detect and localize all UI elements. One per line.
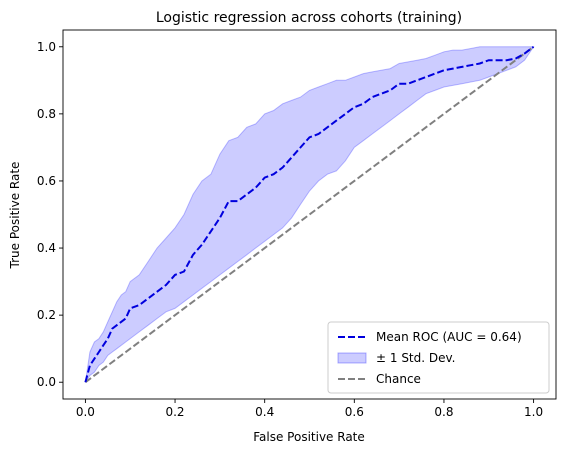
y-tick-label: 0.6 (37, 174, 56, 188)
legend-label: Mean ROC (AUC = 0.64) (376, 330, 522, 344)
legend-box (327, 321, 550, 394)
y-tick-label: 0.2 (37, 308, 56, 322)
legend-label: ± 1 Std. Dev. (376, 351, 456, 365)
y-tick-label: 1.0 (37, 40, 56, 54)
axes-frame (62, 29, 557, 400)
legend-swatch-band (337, 352, 367, 364)
legend: Mean ROC (AUC = 0.64) ± 1 Std. Dev. Chance (327, 321, 550, 394)
chance-line (84, 45, 535, 384)
mean-roc-line (84, 45, 535, 383)
y-tick-label: 0.4 (37, 241, 56, 255)
y-tick-label: 0.0 (37, 375, 56, 389)
x-tick-label: 0.2 (165, 405, 184, 419)
x-tick-label: 0.0 (76, 405, 95, 419)
x-axis-title: False Positive Rate (253, 430, 365, 444)
x-tick-label: 1.0 (524, 405, 543, 419)
chart-title: Logistic regression across cohorts (trai… (156, 10, 462, 26)
x-tick-label: 0.6 (345, 405, 364, 419)
axes: 0.0 0.2 0.4 0.6 0.8 1.0 0.0 0.2 0.4 0.6 0.8 1.0 (37, 29, 557, 419)
y-tick-label: 0.8 (37, 107, 56, 121)
legend-label: Chance (376, 372, 421, 386)
plot-area (84, 45, 535, 384)
x-tick-label: 0.4 (255, 405, 274, 419)
y-axis-title: True Positive Rate (8, 162, 22, 270)
x-tick-label: 0.8 (434, 405, 453, 419)
